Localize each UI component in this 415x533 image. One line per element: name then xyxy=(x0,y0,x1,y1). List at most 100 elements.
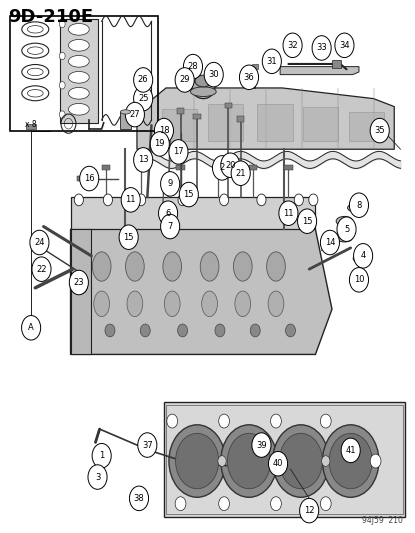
Circle shape xyxy=(320,497,331,511)
Circle shape xyxy=(335,33,354,58)
Text: A: A xyxy=(28,324,34,332)
Circle shape xyxy=(354,244,373,268)
Text: 20: 20 xyxy=(225,161,236,169)
Circle shape xyxy=(239,65,259,90)
Circle shape xyxy=(59,82,65,89)
Ellipse shape xyxy=(68,103,89,115)
Text: 13: 13 xyxy=(138,156,149,164)
Circle shape xyxy=(80,166,99,191)
Circle shape xyxy=(105,324,115,337)
Circle shape xyxy=(154,118,173,143)
Text: 22: 22 xyxy=(36,265,47,273)
Ellipse shape xyxy=(353,254,369,263)
Text: 2: 2 xyxy=(220,164,225,172)
Circle shape xyxy=(137,194,146,206)
Text: 31: 31 xyxy=(266,57,277,66)
Bar xyxy=(332,60,341,68)
Bar xyxy=(257,104,293,141)
Text: 4: 4 xyxy=(361,252,366,260)
Circle shape xyxy=(269,451,288,476)
Circle shape xyxy=(322,456,330,466)
Ellipse shape xyxy=(68,23,89,35)
Circle shape xyxy=(159,201,178,225)
Circle shape xyxy=(74,194,83,206)
Ellipse shape xyxy=(195,75,212,87)
Circle shape xyxy=(271,414,281,428)
Text: 36: 36 xyxy=(244,73,254,82)
Text: 40: 40 xyxy=(273,459,283,468)
Text: 38: 38 xyxy=(134,494,144,503)
Ellipse shape xyxy=(68,55,89,67)
Bar xyxy=(177,108,184,114)
Circle shape xyxy=(221,153,240,177)
Polygon shape xyxy=(71,229,332,354)
Circle shape xyxy=(279,433,322,489)
Circle shape xyxy=(300,498,319,523)
Circle shape xyxy=(134,68,153,92)
Text: 3: 3 xyxy=(95,473,100,481)
Text: 39: 39 xyxy=(256,441,267,449)
Circle shape xyxy=(309,194,318,206)
Ellipse shape xyxy=(127,291,143,317)
Circle shape xyxy=(175,497,186,511)
Text: 7: 7 xyxy=(168,222,173,231)
Ellipse shape xyxy=(235,291,251,317)
Circle shape xyxy=(320,414,331,428)
Text: 25: 25 xyxy=(138,94,149,103)
Text: 16: 16 xyxy=(84,174,95,183)
Text: 15: 15 xyxy=(302,217,312,225)
Bar xyxy=(102,165,110,170)
Circle shape xyxy=(312,36,331,60)
Text: 24: 24 xyxy=(34,238,45,247)
Circle shape xyxy=(169,140,188,164)
Text: 14: 14 xyxy=(325,238,335,247)
Text: 15: 15 xyxy=(123,233,134,241)
Circle shape xyxy=(92,443,111,468)
Text: x 8: x 8 xyxy=(25,120,37,129)
Circle shape xyxy=(370,118,389,143)
Circle shape xyxy=(341,438,360,463)
Ellipse shape xyxy=(68,39,89,51)
Ellipse shape xyxy=(126,252,144,281)
Circle shape xyxy=(32,257,51,281)
Text: 34: 34 xyxy=(339,41,350,50)
Text: 23: 23 xyxy=(73,278,84,287)
Circle shape xyxy=(212,156,232,180)
Circle shape xyxy=(30,230,49,255)
Polygon shape xyxy=(137,88,394,149)
Text: 35: 35 xyxy=(374,126,385,135)
Text: 10: 10 xyxy=(354,276,364,284)
Circle shape xyxy=(337,217,356,241)
Circle shape xyxy=(215,324,225,337)
Circle shape xyxy=(231,161,250,185)
Bar xyxy=(249,165,257,170)
Ellipse shape xyxy=(202,291,217,317)
Ellipse shape xyxy=(68,87,89,99)
Text: 26: 26 xyxy=(138,76,149,84)
Circle shape xyxy=(271,497,281,511)
Circle shape xyxy=(121,188,140,212)
Text: 32: 32 xyxy=(287,41,298,50)
Bar xyxy=(252,64,258,69)
Circle shape xyxy=(349,268,369,292)
Ellipse shape xyxy=(233,252,252,281)
Ellipse shape xyxy=(192,77,215,99)
Circle shape xyxy=(59,111,65,118)
Circle shape xyxy=(169,425,225,497)
Circle shape xyxy=(286,324,295,337)
Circle shape xyxy=(88,465,107,489)
Circle shape xyxy=(93,469,106,486)
Circle shape xyxy=(320,230,339,255)
Circle shape xyxy=(74,277,88,294)
Circle shape xyxy=(138,433,157,457)
Circle shape xyxy=(219,414,229,428)
Ellipse shape xyxy=(68,71,89,83)
Text: 15: 15 xyxy=(183,190,194,199)
Bar xyxy=(77,176,81,181)
Circle shape xyxy=(370,454,381,468)
Circle shape xyxy=(220,194,229,206)
Circle shape xyxy=(219,497,229,511)
Circle shape xyxy=(178,324,188,337)
Circle shape xyxy=(218,456,226,466)
Circle shape xyxy=(221,425,277,497)
